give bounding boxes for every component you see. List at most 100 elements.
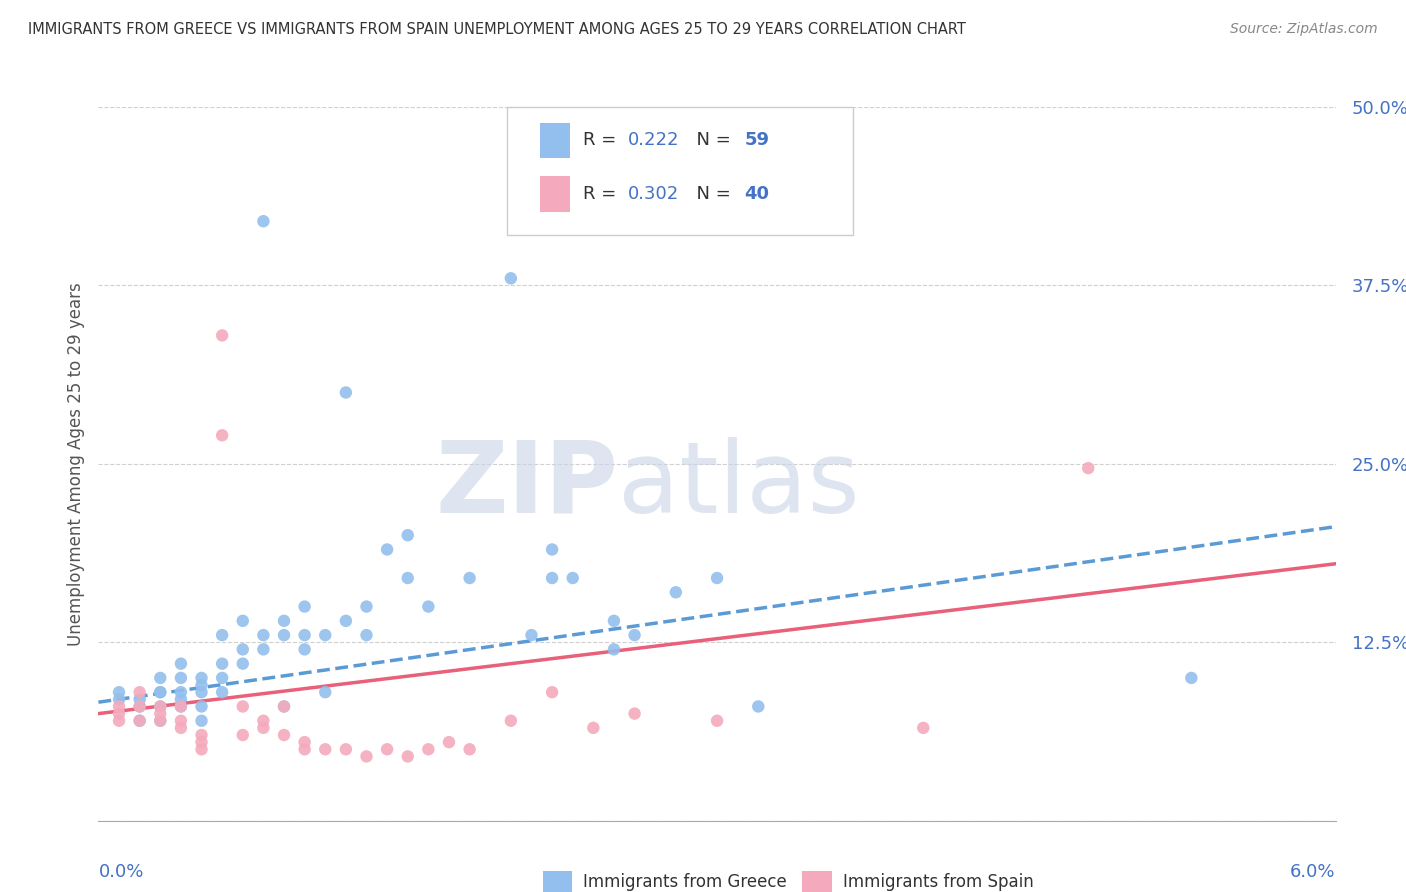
Point (128, 685, 150, 699)
Point (190, 742, 212, 756)
Point (418, 599, 440, 614)
Point (108, 714, 131, 728)
Point (128, 699, 150, 714)
Text: R =: R = (583, 131, 623, 150)
Point (294, 599, 316, 614)
Point (375, 542, 398, 557)
Point (356, 599, 378, 614)
Point (335, 614, 357, 628)
Text: 40: 40 (744, 186, 769, 203)
Point (335, 385, 357, 400)
Point (211, 628, 233, 642)
Point (190, 735, 212, 749)
Point (396, 749, 419, 764)
Point (541, 571, 564, 585)
Point (232, 614, 254, 628)
Point (149, 699, 172, 714)
Point (294, 628, 316, 642)
Point (458, 571, 481, 585)
Point (211, 428, 233, 442)
Point (273, 699, 295, 714)
Point (294, 735, 316, 749)
Point (149, 685, 172, 699)
Point (912, 721, 935, 735)
Point (623, 706, 645, 721)
Point (170, 699, 193, 714)
Point (190, 728, 212, 742)
Text: Immigrants from Greece: Immigrants from Greece (583, 873, 787, 891)
Point (541, 685, 564, 699)
Point (252, 721, 274, 735)
Point (314, 742, 336, 756)
Point (149, 699, 172, 714)
Point (273, 614, 295, 628)
Point (128, 714, 150, 728)
Point (335, 742, 357, 756)
Point (149, 714, 172, 728)
FancyBboxPatch shape (803, 871, 832, 892)
Point (190, 671, 212, 685)
FancyBboxPatch shape (506, 107, 853, 235)
Point (170, 685, 193, 699)
Point (252, 628, 274, 642)
Point (149, 671, 172, 685)
Point (747, 699, 769, 714)
Point (520, 628, 543, 642)
Text: 0.302: 0.302 (628, 186, 679, 203)
Point (170, 721, 193, 735)
Point (437, 735, 460, 749)
Point (170, 657, 193, 671)
Text: 0.0%: 0.0% (98, 863, 143, 881)
FancyBboxPatch shape (543, 871, 572, 892)
Text: 0.222: 0.222 (628, 131, 679, 150)
Point (211, 671, 233, 685)
Point (375, 742, 398, 756)
Point (128, 692, 150, 706)
Point (190, 685, 212, 699)
Point (396, 571, 419, 585)
Point (294, 742, 316, 756)
Point (108, 685, 131, 699)
Point (603, 642, 626, 657)
Text: Immigrants from Spain: Immigrants from Spain (844, 873, 1033, 891)
Point (149, 685, 172, 699)
Point (294, 642, 316, 657)
Point (356, 749, 378, 764)
Point (582, 721, 605, 735)
Point (665, 585, 688, 599)
Text: N =: N = (685, 186, 737, 203)
Point (170, 714, 193, 728)
Text: atlas: atlas (619, 437, 859, 533)
Point (252, 714, 274, 728)
Point (170, 692, 193, 706)
Point (561, 571, 583, 585)
Text: 6.0%: 6.0% (1291, 863, 1336, 881)
Point (603, 614, 626, 628)
Point (314, 628, 336, 642)
Point (190, 678, 212, 692)
Text: 59: 59 (744, 131, 769, 150)
Point (170, 699, 193, 714)
Text: N =: N = (685, 131, 737, 150)
Point (252, 214, 274, 228)
Point (356, 628, 378, 642)
Point (149, 714, 172, 728)
Point (128, 714, 150, 728)
Point (273, 628, 295, 642)
Text: Source: ZipAtlas.com: Source: ZipAtlas.com (1230, 22, 1378, 37)
Point (232, 642, 254, 657)
Point (1077, 461, 1099, 475)
Point (108, 699, 131, 714)
Point (541, 542, 564, 557)
Text: ZIP: ZIP (436, 437, 619, 533)
Point (706, 571, 728, 585)
Point (396, 528, 419, 542)
Y-axis label: Unemployment Among Ages 25 to 29 years: Unemployment Among Ages 25 to 29 years (66, 282, 84, 646)
Text: R =: R = (583, 186, 623, 203)
Point (706, 714, 728, 728)
Point (458, 742, 481, 756)
Point (232, 728, 254, 742)
Point (190, 699, 212, 714)
Point (273, 728, 295, 742)
Point (252, 642, 274, 657)
